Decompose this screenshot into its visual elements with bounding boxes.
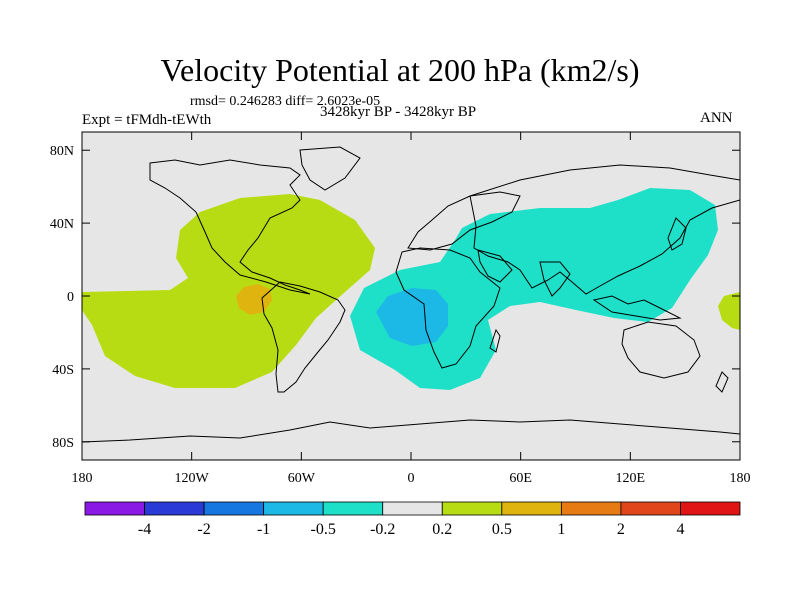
lon-tick-label: 180	[730, 471, 751, 486]
colorbar-label: 2	[617, 521, 625, 538]
colorbar-swatch	[144, 501, 205, 516]
coast-asia	[469, 164, 740, 295]
lon-tick-label: 60W	[288, 471, 316, 486]
longitude-axis: 180 120W 60W 0 60E 120E 180	[72, 132, 751, 486]
colorbar-swatch	[441, 501, 503, 516]
lat-tick-label: 40N	[50, 217, 74, 232]
lon-tick-label: 0	[408, 471, 415, 486]
lat-tick-label: 40S	[52, 363, 74, 378]
colorbar-label: -1	[257, 521, 270, 538]
colorbar-labels: -4 -2 -1 -0.5 -0.2 0.2 0.5 1 2 4	[138, 521, 685, 538]
colorbar-swatch	[620, 501, 681, 516]
region-africa-asia-negative	[350, 188, 718, 390]
lon-tick-label: 120E	[616, 471, 646, 486]
colorbar-label: 0.2	[432, 521, 452, 538]
coast-greenland	[299, 146, 361, 191]
colorbar-label: -0.2	[370, 521, 395, 538]
coast-arabia	[477, 249, 513, 283]
time-label: 3428kyr BP - 3428kyr BP	[320, 104, 477, 120]
coast-japan	[667, 217, 687, 251]
coast-south-america	[261, 281, 346, 393]
coast-europe	[407, 191, 521, 251]
lat-tick-label: 80N	[50, 144, 74, 159]
colorbar-swatch	[680, 501, 741, 516]
colorbar	[84, 501, 741, 516]
latitude-axis: 80N 40N 0 40S 80S	[50, 144, 740, 451]
colorbar-swatch	[263, 501, 324, 516]
colorbar-swatch	[84, 501, 145, 516]
colorbar-swatch	[322, 501, 384, 516]
stats-text: rmsd= 0.246283 diff= 2.6023e-05	[190, 94, 381, 109]
coast-north-america	[149, 159, 311, 295]
colorbar-label: 1	[557, 521, 565, 538]
coast-india	[539, 261, 571, 297]
coast-madagascar	[489, 328, 501, 353]
lat-tick-label: 80S	[52, 436, 74, 451]
coast-indonesia	[592, 295, 682, 321]
lon-tick-label: 60E	[509, 471, 532, 486]
coast-australia	[621, 321, 701, 379]
colorbar-swatch	[501, 501, 562, 516]
region-pacific-americas-positive	[82, 194, 375, 388]
colorbar-label: -4	[138, 521, 151, 538]
colorbar-label: -0.5	[311, 521, 336, 538]
coast-new-zealand	[715, 371, 729, 393]
colorbar-swatch	[203, 501, 265, 516]
experiment-label: Expt = tFMdh-tEWth	[82, 112, 212, 128]
colorbar-label: 0.5	[492, 521, 512, 538]
season-label: ANN	[700, 110, 733, 126]
coastlines	[82, 146, 740, 443]
colorbar-swatch	[382, 501, 443, 516]
coast-antarctica	[82, 419, 740, 443]
region-south-atlantic-negative-core	[376, 288, 448, 346]
colorbar-label: 4	[676, 521, 684, 538]
page-title: Velocity Potential at 200 hPa (km2/s)	[160, 52, 640, 88]
colorbar-label: -2	[197, 521, 210, 538]
contour-fields	[82, 146, 740, 443]
lon-tick-label: 180	[72, 471, 93, 486]
colorbar-swatch	[560, 501, 622, 516]
region-dateline-positive	[718, 292, 740, 330]
coast-africa	[395, 247, 501, 369]
lon-tick-label: 120W	[175, 471, 210, 486]
lat-tick-label: 0	[67, 290, 74, 305]
